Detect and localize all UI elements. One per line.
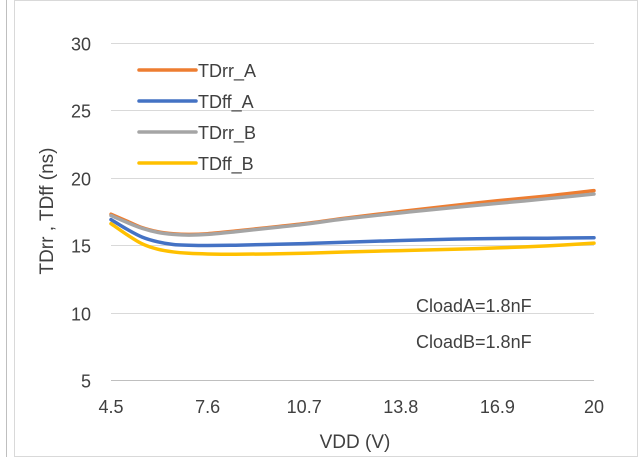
x-tick-label: 10.7 bbox=[287, 397, 322, 417]
y-tick-label: 30 bbox=[71, 35, 91, 55]
chart-border bbox=[14, 0, 638, 457]
legend-label: TDrr_B bbox=[198, 123, 256, 144]
y-tick-label: 5 bbox=[81, 372, 91, 392]
y-tick-label: 20 bbox=[71, 170, 91, 190]
axes: 5 10 15 20 25 30 4.5 7.6 10.7 13.8 16.9 20 bbox=[71, 35, 604, 418]
y-tick-label: 25 bbox=[71, 102, 91, 122]
series-line-tdff-b bbox=[109, 221, 596, 256]
y-tick-label: 15 bbox=[71, 237, 91, 257]
x-tick-label: 7.6 bbox=[195, 397, 220, 417]
legend-label: TDff_B bbox=[198, 154, 254, 175]
x-tick-label: 4.5 bbox=[98, 397, 123, 417]
x-tick-label: 20 bbox=[584, 397, 604, 417]
series-line-tdrr-b bbox=[109, 192, 596, 237]
series-lines bbox=[109, 188, 596, 256]
legend: TDrr_A TDff_A TDrr_B TDff_B bbox=[137, 61, 256, 175]
legend-label: TDff_A bbox=[198, 92, 254, 113]
x-tick-label: 13.8 bbox=[383, 397, 418, 417]
series-line-tdff-a bbox=[109, 217, 596, 248]
annotation-cload-b: CloadB=1.8nF bbox=[416, 332, 532, 352]
y-tick-label: 10 bbox=[71, 305, 91, 325]
x-tick-label: 16.9 bbox=[480, 397, 515, 417]
x-axis-label: VDD (V) bbox=[320, 432, 391, 453]
y-axis-label: TDrr , TDff (ns) bbox=[37, 147, 58, 274]
annotation-cload-a: CloadA=1.8nF bbox=[416, 296, 532, 316]
legend-label: TDrr_A bbox=[198, 61, 256, 82]
